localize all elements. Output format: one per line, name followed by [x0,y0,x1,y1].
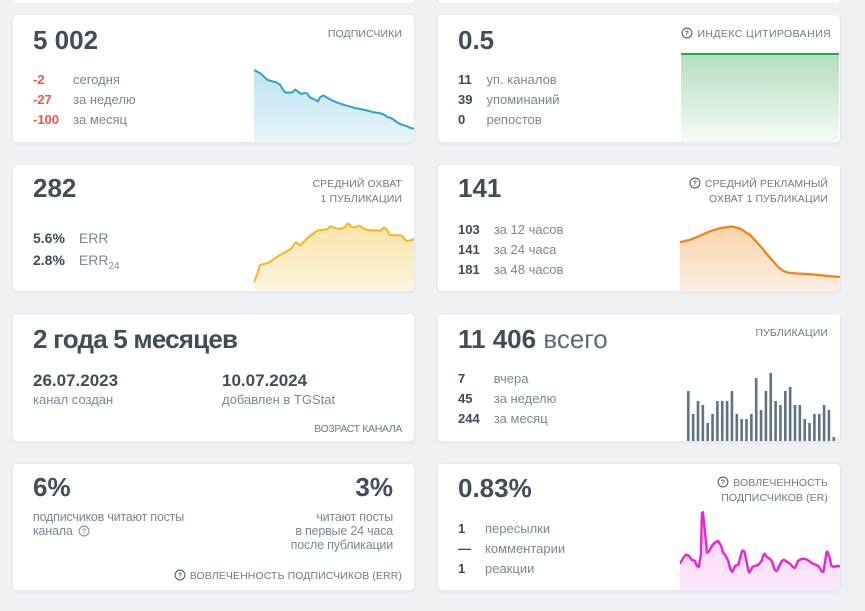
svg-text:?: ? [721,480,725,487]
svg-text:?: ? [82,529,86,536]
svg-text:?: ? [178,573,182,580]
svg-text:?: ? [685,31,690,38]
svg-text:?: ? [693,181,697,188]
